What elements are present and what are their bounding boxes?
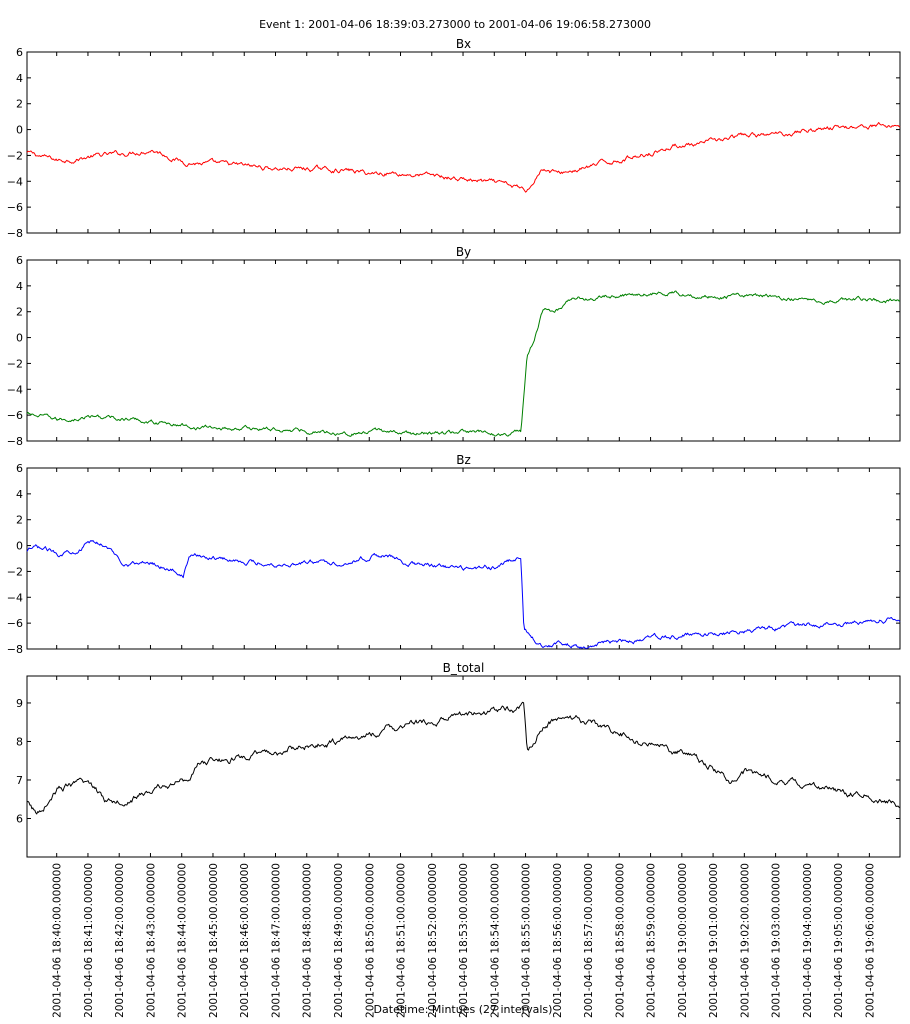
y-tick-label: 6 <box>16 254 23 267</box>
x-tick-label: 2001-04-06 19:02:00.000000 <box>739 863 751 1018</box>
x-axis-label: Datetime: Mintues (27 intervals) <box>374 1003 553 1016</box>
series-line <box>26 540 901 649</box>
plot-area <box>26 467 901 650</box>
y-tick-label: −2 <box>7 149 23 162</box>
y-tick-label: 2 <box>16 306 23 319</box>
x-tick-label: 2001-04-06 18:56:00.000000 <box>552 863 564 1018</box>
y-tick-label: 2 <box>16 514 23 527</box>
y-tick-label: −8 <box>7 227 23 240</box>
y-tick-label: −4 <box>7 383 23 396</box>
y-tick-label: 6 <box>16 812 23 825</box>
y-tick-label: 7 <box>16 774 23 787</box>
y-tick-label: 4 <box>16 280 23 293</box>
x-tick-label: 2001-04-06 19:06:00.000000 <box>864 863 876 1018</box>
x-tick-label: 2001-04-06 19:03:00.000000 <box>771 863 783 1018</box>
x-tick-label: 2001-04-06 19:05:00.000000 <box>833 863 845 1018</box>
y-tick-label: 9 <box>16 697 23 710</box>
x-tick-label: 2001-04-06 18:47:00.000000 <box>270 863 282 1018</box>
x-tick-label: 2001-04-06 18:45:00.000000 <box>208 863 220 1018</box>
subplot-b-total: B_total 9 8 7 6 <box>16 661 901 858</box>
y-tick-label: 6 <box>16 462 23 475</box>
x-tick-label: 2001-04-06 18:43:00.000000 <box>145 863 157 1018</box>
y-tick-label: −2 <box>7 357 23 370</box>
plot-area <box>26 51 901 234</box>
y-tick-label: 8 <box>16 735 23 748</box>
y-tick-label: −2 <box>7 565 23 578</box>
x-tick-label: 2001-04-06 19:01:00.000000 <box>708 863 720 1018</box>
panel-title: Bz <box>456 453 471 467</box>
x-tick-label: 2001-04-06 18:53:00.000000 <box>458 863 470 1018</box>
x-tick-label: 2001-04-06 18:58:00.000000 <box>614 863 626 1018</box>
x-tick-label: 2001-04-06 18:44:00.000000 <box>177 863 189 1018</box>
x-tick-label: 2001-04-06 18:55:00.000000 <box>521 863 533 1018</box>
y-tick-label: 0 <box>16 332 23 345</box>
series-line <box>26 701 901 815</box>
x-tick-labels: 2001-04-06 18:40:00.000000 2001-04-06 18:… <box>52 863 877 1018</box>
y-tick-label: −6 <box>7 617 23 630</box>
panel-title: B_total <box>443 661 485 675</box>
y-tick-label: 6 <box>16 46 23 59</box>
x-tick-label: 2001-04-06 19:04:00.000000 <box>802 863 814 1018</box>
series-line <box>26 122 901 193</box>
y-tick-label: −4 <box>7 175 23 188</box>
x-tick-label: 2001-04-06 18:52:00.000000 <box>427 863 439 1018</box>
x-tick-label: 2001-04-06 18:42:00.000000 <box>114 863 126 1018</box>
x-tick-label: 2001-04-06 18:49:00.000000 <box>333 863 345 1018</box>
series-line <box>26 290 901 437</box>
x-tick-label: 2001-04-06 18:50:00.000000 <box>364 863 376 1018</box>
y-tick-label: −8 <box>7 435 23 448</box>
subplot-bz: Bz 6 4 2 0 −2 −4 −6 −8 <box>7 453 901 656</box>
x-tick-label: 2001-04-06 18:41:00.000000 <box>83 863 95 1018</box>
y-tick-label: −6 <box>7 201 23 214</box>
subplot-bx: Bx 6 4 2 0 −2 −4 −6 −8 <box>7 37 901 240</box>
y-tick-label: −4 <box>7 591 23 604</box>
y-tick-label: −8 <box>7 643 23 656</box>
y-tick-label: −6 <box>7 409 23 422</box>
x-tick-label: 2001-04-06 18:46:00.000000 <box>239 863 251 1018</box>
x-tick-label: 2001-04-06 19:00:00.000000 <box>677 863 689 1018</box>
y-tick-label: 4 <box>16 72 23 85</box>
subplot-by: By 6 4 2 0 −2 −4 −6 −8 <box>7 245 901 448</box>
x-tick-label: 2001-04-06 18:48:00.000000 <box>302 863 314 1018</box>
x-tick-label: 2001-04-06 18:57:00.000000 <box>583 863 595 1018</box>
panel-title: Bx <box>456 37 471 51</box>
plot-area <box>26 675 901 858</box>
x-tick-label: 2001-04-06 18:40:00.000000 <box>52 863 64 1018</box>
panel-title: By <box>456 245 471 259</box>
figure-suptitle: Event 1: 2001-04-06 18:39:03.273000 to 2… <box>259 18 651 31</box>
x-tick-label: 2001-04-06 18:51:00.000000 <box>396 863 408 1018</box>
subplots: Bx 6 4 2 0 −2 −4 −6 −8 By 6 4 2 0 −2 −4 −6 −8 Bz 6 4 2 0 −2 −4 −6… <box>7 37 901 858</box>
x-tick-label: 2001-04-06 18:54:00.000000 <box>489 863 501 1018</box>
y-tick-label: 0 <box>16 540 23 553</box>
y-tick-label: 0 <box>16 124 23 137</box>
plot-area <box>26 259 901 442</box>
x-tick-label: 2001-04-06 18:59:00.000000 <box>646 863 658 1018</box>
y-tick-label: 2 <box>16 98 23 111</box>
y-tick-label: 4 <box>16 488 23 501</box>
